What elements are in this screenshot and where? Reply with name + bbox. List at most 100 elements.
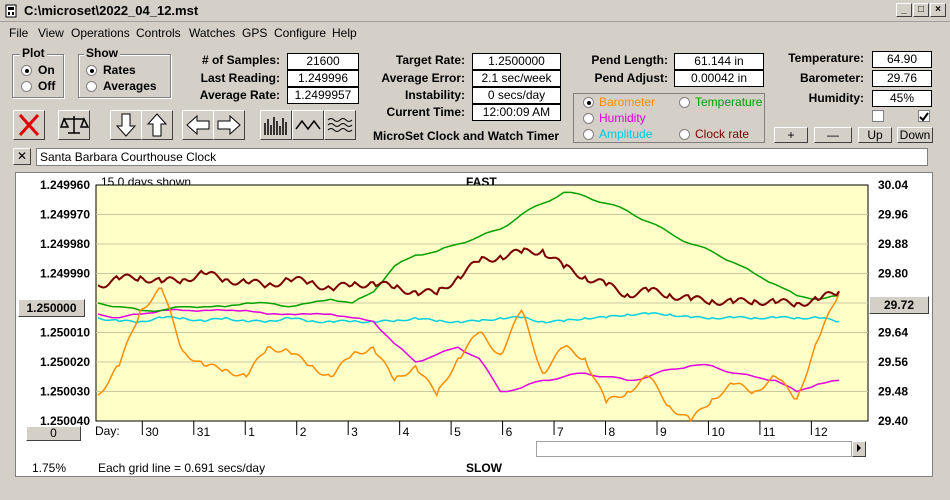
close-icon: ✕ bbox=[16, 149, 28, 163]
show-rates-label: Rates bbox=[103, 63, 136, 77]
close-window-button[interactable]: × bbox=[930, 3, 946, 17]
right-tick-label: 29.40 bbox=[878, 414, 908, 428]
current-time-value: 12:00:09 AM bbox=[472, 104, 561, 121]
menu-controls[interactable]: Controls bbox=[136, 26, 181, 40]
center-rate-button[interactable]: 1.250000 bbox=[18, 299, 85, 317]
series-line-barometer bbox=[97, 287, 840, 423]
chart-plot: 1.249960 1.249970 1.249980 1.249990 1.250010… bbox=[40, 178, 908, 439]
arrow-right-button[interactable] bbox=[213, 110, 245, 140]
menu-configure[interactable]: Configure bbox=[274, 26, 327, 40]
day-tick-label: 3 bbox=[351, 425, 358, 439]
menu-view[interactable]: View bbox=[38, 26, 64, 40]
day-tick-label: 8 bbox=[609, 425, 616, 439]
plot-off-radio[interactable] bbox=[21, 81, 32, 92]
maximize-button[interactable]: □ bbox=[913, 3, 929, 17]
right-tick-label: 29.48 bbox=[878, 385, 908, 399]
barometer-option: Barometer bbox=[599, 95, 656, 109]
humidity-label: Humidity: bbox=[808, 91, 864, 105]
day-tick-label: 6 bbox=[506, 425, 513, 439]
option-checkbox-1[interactable] bbox=[872, 110, 884, 122]
day-tick-label: 31 bbox=[197, 425, 211, 439]
clear-button[interactable] bbox=[13, 110, 45, 140]
humidity-radio[interactable] bbox=[583, 113, 594, 124]
minus-button[interactable]: — bbox=[814, 127, 852, 143]
checkmark-icon bbox=[919, 112, 929, 122]
show-group-title: Show bbox=[84, 46, 120, 60]
day-tick-label: 1 bbox=[248, 425, 255, 439]
temperature-radio[interactable] bbox=[679, 97, 690, 108]
temperature-label: Temperature: bbox=[788, 51, 864, 65]
right-tick-label: 29.56 bbox=[878, 355, 908, 369]
amplitude-radio[interactable] bbox=[583, 129, 594, 140]
arrow-down-icon bbox=[115, 113, 137, 137]
scroll-right-button[interactable] bbox=[852, 441, 866, 457]
plot-group-title: Plot bbox=[20, 46, 47, 60]
right-tick-label: 29.80 bbox=[878, 267, 908, 281]
show-averages-label: Averages bbox=[103, 79, 157, 93]
instability-label: Instability: bbox=[404, 88, 465, 102]
barometer-value: 29.76 bbox=[872, 70, 932, 87]
arrow-down-button[interactable] bbox=[110, 110, 142, 140]
bar-graph-icon bbox=[264, 117, 287, 135]
balance-button[interactable] bbox=[58, 110, 90, 140]
menu-watches[interactable]: Watches bbox=[189, 26, 236, 40]
left-tick-label: 1.250030 bbox=[40, 385, 90, 399]
humidity-option: Humidity bbox=[599, 111, 646, 125]
series-line-temperature bbox=[97, 191, 840, 313]
pend-adjust-label: Pend Adjust: bbox=[594, 71, 668, 85]
app-icon bbox=[5, 4, 17, 18]
show-averages-radio[interactable] bbox=[86, 81, 97, 92]
pend-length-value: 61.144 in bbox=[674, 53, 764, 70]
plot-on-radio[interactable] bbox=[21, 65, 32, 76]
series-line-amplitude bbox=[97, 312, 840, 324]
menu-gps[interactable]: GPS bbox=[242, 26, 268, 40]
show-rates-radio[interactable] bbox=[86, 65, 97, 76]
window-title: C:\microset\2022_04_12.mst bbox=[24, 3, 199, 18]
minimize-button[interactable]: _ bbox=[896, 3, 912, 17]
zoom-label: 1.75% bbox=[32, 461, 67, 475]
center-baro-button[interactable]: 29.72 bbox=[869, 296, 929, 314]
series-line-humidity bbox=[97, 308, 840, 393]
temperature-option: Temperature bbox=[695, 95, 763, 109]
target-rate-input[interactable]: 1.2500000 bbox=[472, 53, 561, 70]
current-time-label: Current Time: bbox=[386, 105, 465, 119]
right-tick-label: 29.96 bbox=[878, 208, 908, 222]
plot-off-label: Off bbox=[38, 79, 56, 93]
left-tick-label: 1.249990 bbox=[40, 267, 90, 281]
down-button[interactable]: Down bbox=[897, 127, 933, 143]
menu-operations[interactable]: Operations bbox=[71, 26, 130, 40]
barometer-label: Barometer: bbox=[799, 71, 864, 85]
plot-on-label: On bbox=[38, 63, 55, 77]
arrow-left-button[interactable] bbox=[182, 110, 214, 140]
bars-view-button[interactable] bbox=[260, 110, 292, 140]
noise-view-button[interactable] bbox=[324, 110, 356, 140]
day-tick-label: 5 bbox=[454, 425, 461, 439]
plus-button[interactable]: + bbox=[774, 127, 808, 143]
menu-help[interactable]: Help bbox=[332, 26, 357, 40]
day-tick-label: 11 bbox=[763, 425, 776, 439]
option-checkbox-2[interactable] bbox=[918, 110, 930, 122]
day-tick-label: 12 bbox=[814, 425, 828, 439]
scroll-offset-button[interactable]: 0 bbox=[26, 426, 81, 441]
temperature-value: 64.90 bbox=[872, 51, 932, 68]
chart-panel: 15.0 days shown FAST SLOW 1.75% Each gri… bbox=[15, 172, 933, 477]
clock-rate-radio[interactable] bbox=[679, 129, 690, 140]
day-tick-label: 4 bbox=[403, 425, 410, 439]
barometer-radio[interactable] bbox=[583, 97, 594, 108]
up-button[interactable]: Up bbox=[858, 127, 892, 143]
left-tick-label: 1.249970 bbox=[40, 208, 90, 222]
arrow-right-icon bbox=[217, 114, 241, 136]
average-rate-value: 1.2499957 bbox=[287, 87, 359, 104]
scrollbar-thumb[interactable] bbox=[536, 441, 852, 457]
wave-icon bbox=[295, 119, 321, 131]
left-tick-label: 1.250020 bbox=[40, 355, 90, 369]
last-reading-value: 1.249996 bbox=[287, 70, 359, 87]
scroll-right-arrow-icon bbox=[857, 444, 861, 452]
clear-clock-name-button[interactable]: ✕ bbox=[13, 148, 31, 165]
samples-label: # of Samples: bbox=[201, 53, 280, 67]
wave-view-button[interactable] bbox=[292, 110, 324, 140]
arrow-up-button[interactable] bbox=[141, 110, 173, 140]
clock-name-input[interactable]: Santa Barbara Courthouse Clock bbox=[36, 148, 928, 166]
average-rate-label: Average Rate: bbox=[199, 88, 280, 102]
menu-file[interactable]: File bbox=[9, 26, 29, 40]
